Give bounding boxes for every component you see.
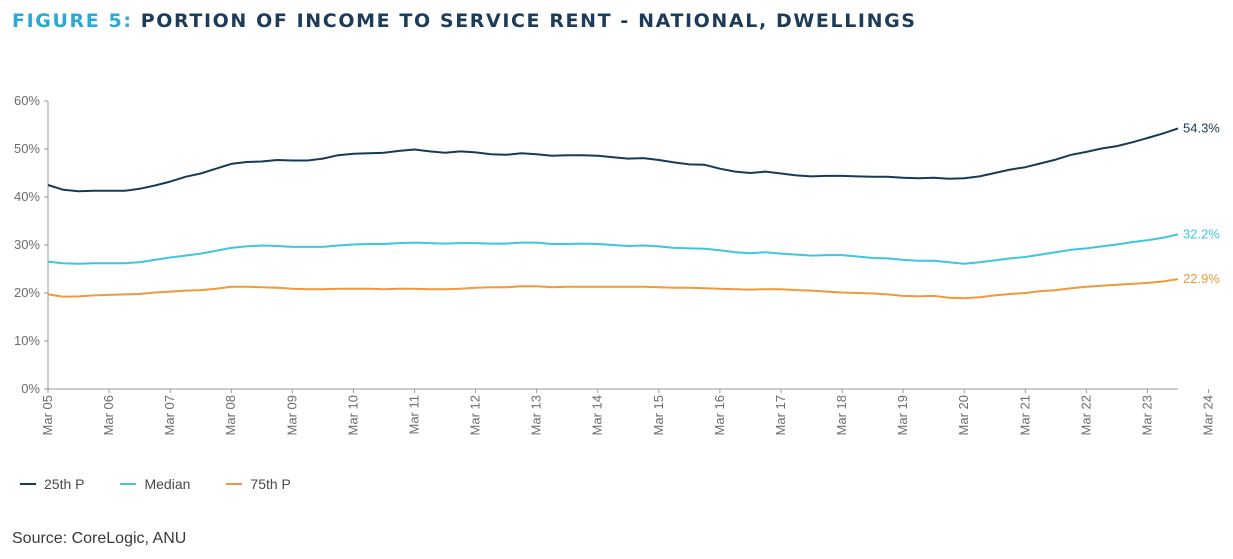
end-value-label-25th-p: 54.3% — [1183, 120, 1220, 135]
x-tick-label: Mar 24 — [1201, 395, 1216, 435]
legend-swatch — [226, 483, 243, 485]
x-tick-label: Mar 11 — [406, 395, 421, 435]
y-tick-label: 50% — [14, 141, 40, 156]
legend-item-25th-p: 25th P — [20, 476, 84, 492]
x-tick-label: Mar 10 — [345, 395, 360, 435]
figure-label: FIGURE 5: — [12, 10, 133, 32]
x-tick-label: Mar 08 — [223, 395, 238, 435]
legend-label: Median — [144, 476, 191, 492]
x-tick-label: Mar 13 — [529, 395, 544, 435]
x-tick-label: Mar 16 — [712, 395, 727, 435]
x-tick-label: Mar 20 — [956, 395, 971, 435]
figure-title: FIGURE 5: PORTION OF INCOME TO SERVICE R… — [12, 10, 917, 32]
x-tick-label: Mar 07 — [162, 395, 177, 435]
legend-swatch — [120, 483, 137, 485]
legend-label: 75th P — [250, 476, 291, 492]
x-tick-label: Mar 21 — [1017, 395, 1032, 435]
x-tick-label: Mar 18 — [834, 395, 849, 435]
y-tick-label: 10% — [14, 333, 40, 348]
x-tick-label: Mar 09 — [284, 395, 299, 435]
y-tick-label: 60% — [14, 93, 40, 108]
series-line-25th-p — [47, 127, 1179, 193]
x-tick-label: Mar 06 — [101, 395, 116, 435]
x-tick-label: Mar 23 — [1139, 395, 1154, 435]
x-tick-label: Mar 19 — [895, 395, 910, 435]
y-tick-label: 20% — [14, 285, 40, 300]
line-chart: 0% 10% 20% 30% 40% 50% 60% Mar 05 Mar 06 Mar 07 Ma… — [14, 93, 1220, 435]
series-line-75th-p — [47, 278, 1179, 300]
end-value-label-median: 32.2% — [1183, 226, 1220, 241]
y-tick-label: 30% — [14, 237, 40, 252]
chart-legend: 25th P Median 75th P — [20, 476, 291, 492]
x-tick-label: Mar 12 — [468, 395, 483, 435]
legend-item-75th-p: 75th P — [226, 476, 291, 492]
legend-swatch — [20, 483, 36, 485]
y-tick-label: 0% — [21, 381, 40, 396]
source-note: Source: CoreLogic, ANU — [12, 530, 187, 547]
x-tick-label: Mar 05 — [40, 395, 55, 435]
end-value-label-75th-p: 22.9% — [1183, 271, 1220, 286]
x-tick-label: Mar 22 — [1078, 395, 1093, 435]
x-tick-label: Mar 15 — [651, 395, 666, 435]
x-tick-label: Mar 14 — [590, 395, 605, 435]
series-line-median — [47, 233, 1179, 265]
x-tick-label: Mar 17 — [773, 395, 788, 435]
legend-label: 25th P — [44, 476, 85, 492]
legend-item-median: Median — [120, 476, 190, 492]
figure-title-text: PORTION OF INCOME TO SERVICE RENT - NATI… — [140, 10, 917, 32]
y-tick-label: 40% — [14, 189, 40, 204]
